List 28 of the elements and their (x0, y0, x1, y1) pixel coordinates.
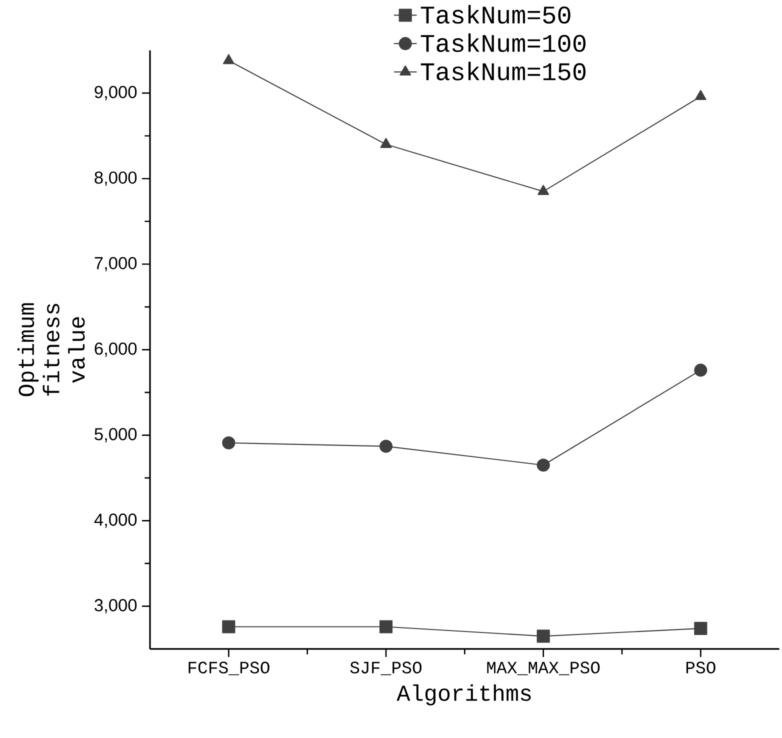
point (222, 54, 234, 64)
x-axis-title: Algorithms (396, 684, 531, 706)
y-axis-title: Optimum fitness value (17, 303, 85, 396)
point (536, 630, 550, 643)
point (694, 90, 706, 100)
point (538, 184, 550, 195)
x-tick-label: MAX_MAX_PSO (487, 662, 600, 676)
x-tick-label: FCFS_PSO (188, 662, 270, 676)
point (222, 620, 236, 634)
x-tick-label: SJF_PSO (350, 662, 422, 676)
y-tick-label: 5,000 (94, 428, 137, 442)
x-tick-label: PSO (686, 662, 716, 674)
legend-label: TaskNum=50 (420, 5, 570, 24)
y-tick-label: 8,000 (94, 171, 137, 186)
y-tick-label: 4,000 (94, 514, 137, 528)
y-tick-label: 9,000 (94, 86, 137, 100)
point (694, 364, 708, 377)
legend-label: TaskNum=100 (420, 33, 586, 52)
y-tick-label: 6,000 (94, 342, 137, 357)
point (222, 436, 236, 450)
point (694, 622, 708, 635)
point (379, 620, 393, 634)
point (380, 138, 392, 148)
y-tick-label: 3,000 (94, 599, 137, 614)
legend-label: TaskNum=150 (420, 62, 586, 80)
point (379, 440, 393, 453)
point (536, 458, 550, 472)
y-tick-label: 7,000 (94, 256, 137, 272)
